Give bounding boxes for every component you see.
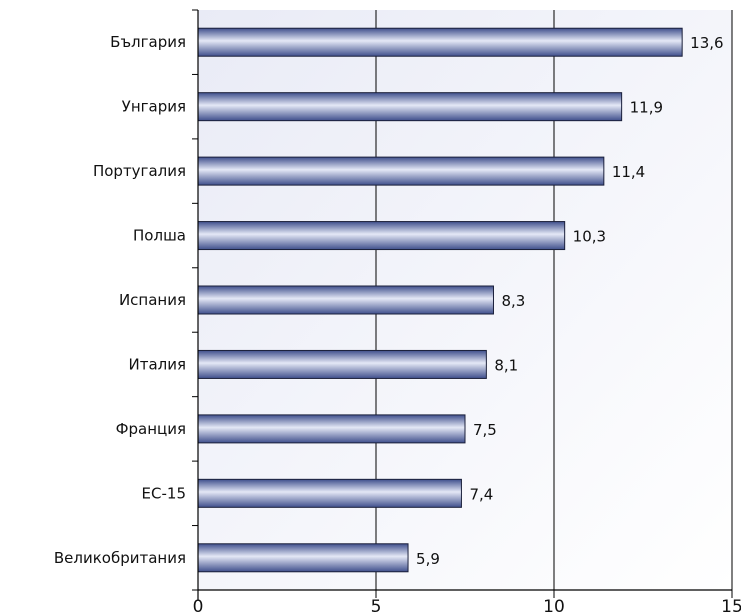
- data-label: 7,4: [469, 485, 493, 503]
- category-label: Унгария: [122, 98, 186, 116]
- data-label: 11,9: [630, 99, 663, 117]
- bar: [197, 156, 605, 186]
- category-label: Португалия: [93, 162, 186, 180]
- category-label: Франция: [116, 420, 186, 438]
- category-label: Италия: [128, 355, 186, 373]
- data-label: 13,6: [690, 34, 723, 52]
- x-tick-label: 15: [721, 597, 741, 616]
- category-label: Великобритания: [54, 549, 186, 567]
- axes: [192, 9, 733, 600]
- category-label: България: [110, 33, 186, 51]
- bar: [197, 221, 566, 251]
- bar: [197, 92, 623, 122]
- category-label: ЕС-15: [142, 484, 186, 502]
- bars: [197, 27, 683, 573]
- x-tick-label: 5: [371, 597, 382, 616]
- bar: [197, 285, 494, 315]
- bar: [197, 414, 466, 444]
- data-label: 8,1: [494, 356, 518, 374]
- data-label: 10,3: [573, 228, 606, 246]
- labels: 0 5 10 15 България 13,6 Унгария 11,9 Португалия 1…: [54, 33, 741, 616]
- x-tick-label: 10: [543, 597, 565, 616]
- bar: [197, 349, 487, 379]
- category-label: Полша: [133, 227, 186, 245]
- data-label: 11,4: [612, 163, 645, 181]
- bar: [197, 27, 683, 57]
- data-label: 8,3: [501, 292, 525, 310]
- category-label: Испания: [119, 291, 186, 309]
- data-label: 7,5: [473, 421, 497, 439]
- bar: [197, 543, 409, 573]
- data-label: 5,9: [416, 550, 440, 568]
- bar: [197, 478, 462, 508]
- x-tick-label: 0: [193, 597, 204, 616]
